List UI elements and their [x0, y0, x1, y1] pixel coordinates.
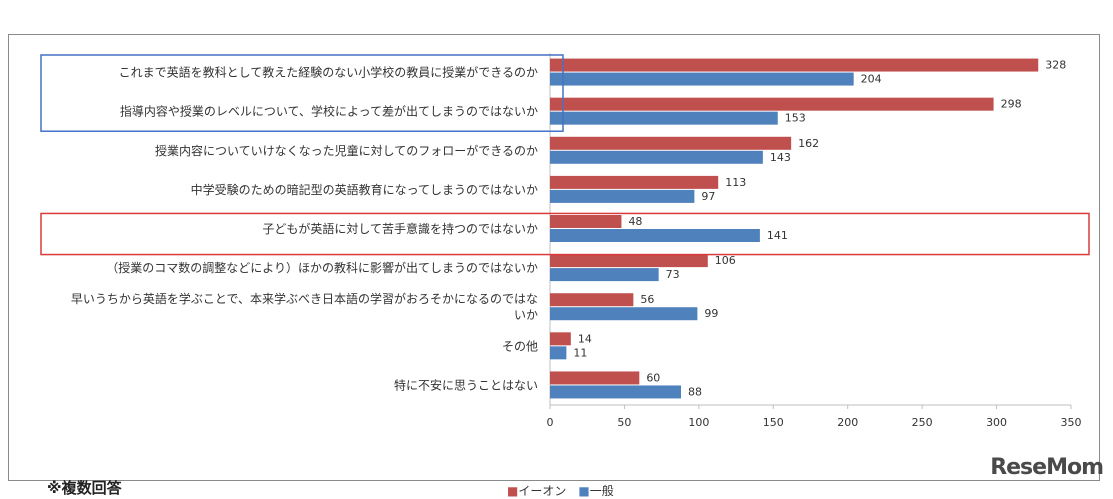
bar-general — [550, 72, 854, 86]
x-tick-label: 250 — [912, 416, 933, 429]
x-tick-label: 350 — [1061, 416, 1082, 429]
data-label: 73 — [666, 268, 680, 281]
category-label: 早いうちから英語を学ぶことで、本来学ぶべき日本語の学習がおろそかになるのではな — [71, 291, 538, 306]
legend-swatch: ■ — [507, 484, 519, 498]
data-label: 97 — [701, 190, 715, 203]
data-label: 113 — [725, 176, 746, 189]
category-label: その他 — [502, 339, 538, 353]
x-tick-label: 100 — [688, 416, 709, 429]
data-label: 56 — [640, 293, 654, 306]
data-label: 11 — [573, 346, 587, 359]
category-label: 中学受験のための暗記型の英語教育になってしまうのではないか — [191, 182, 538, 197]
bar-aeon — [550, 254, 708, 268]
data-label: 162 — [798, 137, 819, 150]
legend-text: イーオン — [518, 484, 567, 498]
data-label: 60 — [646, 371, 660, 384]
legend-swatch: ■ — [578, 484, 590, 498]
bar-aeon — [550, 175, 719, 189]
bar-general — [550, 307, 698, 321]
category-label: 指導内容や授業のレベルについて、学校によって差が出てしまうのではないか — [120, 104, 538, 119]
chart-frame: 0 50 100 150 200 250 300 350 これまで英語を教科として教えた経験のな… — [8, 34, 1100, 498]
highlight-box-blue — [40, 54, 564, 132]
data-label: 99 — [704, 307, 718, 320]
bar-aeon — [550, 136, 792, 150]
bar-general — [550, 268, 659, 282]
data-label: 88 — [688, 385, 702, 398]
category-label: 特に不安に思うことはない — [394, 377, 538, 392]
data-label: 48 — [628, 215, 642, 228]
legend-text: 一般 — [589, 484, 614, 498]
data-label: 106 — [715, 254, 736, 267]
bar-general — [550, 229, 760, 242]
data-label: 143 — [770, 151, 791, 164]
x-tick-label: 150 — [763, 416, 784, 429]
bar-aeon — [550, 215, 622, 228]
bar-general — [550, 189, 695, 203]
highlight-box-red — [40, 212, 1090, 256]
x-tick-label: 0 — [547, 416, 554, 429]
bar-general — [550, 385, 681, 399]
category-label: （授業のコマ数の調整などにより）ほかの教科に影響が出てしまうのではないか — [106, 260, 538, 275]
data-label: 298 — [1001, 98, 1022, 111]
category-label: 子どもが英語に対して苦手意識を持つのではないか — [262, 221, 538, 236]
bar-general — [550, 346, 567, 360]
x-tick-label: 300 — [986, 416, 1007, 429]
category-label: これまで英語を教科として教えた経験のない小学校の教員に授業ができるのか — [119, 65, 538, 80]
x-tick-label: 50 — [617, 416, 631, 429]
category-label: いか — [514, 308, 538, 322]
bar-chart: 0 50 100 150 200 250 300 350 これまで英語を教科として教えた経験のな… — [40, 53, 1090, 429]
data-label: 153 — [785, 112, 806, 125]
data-label: 328 — [1045, 59, 1066, 72]
bar-general — [550, 150, 763, 164]
data-label: 14 — [578, 332, 592, 345]
data-label: 141 — [767, 229, 788, 242]
category-label: 授業内容についていけなくなった児童に対してのフォローができるのか — [155, 143, 538, 158]
bar-aeon — [550, 371, 640, 385]
resemom-logo: ReseMom — [990, 455, 1104, 480]
bar-aeon — [550, 58, 1039, 72]
x-tick-label: 200 — [837, 416, 858, 429]
bar-aeon — [550, 332, 571, 346]
bar-aeon — [550, 97, 994, 111]
data-label: 204 — [861, 73, 882, 86]
multiple-answer-note: ※複数回答 — [47, 479, 122, 497]
bar-aeon — [550, 293, 634, 307]
bar-general — [550, 111, 778, 125]
